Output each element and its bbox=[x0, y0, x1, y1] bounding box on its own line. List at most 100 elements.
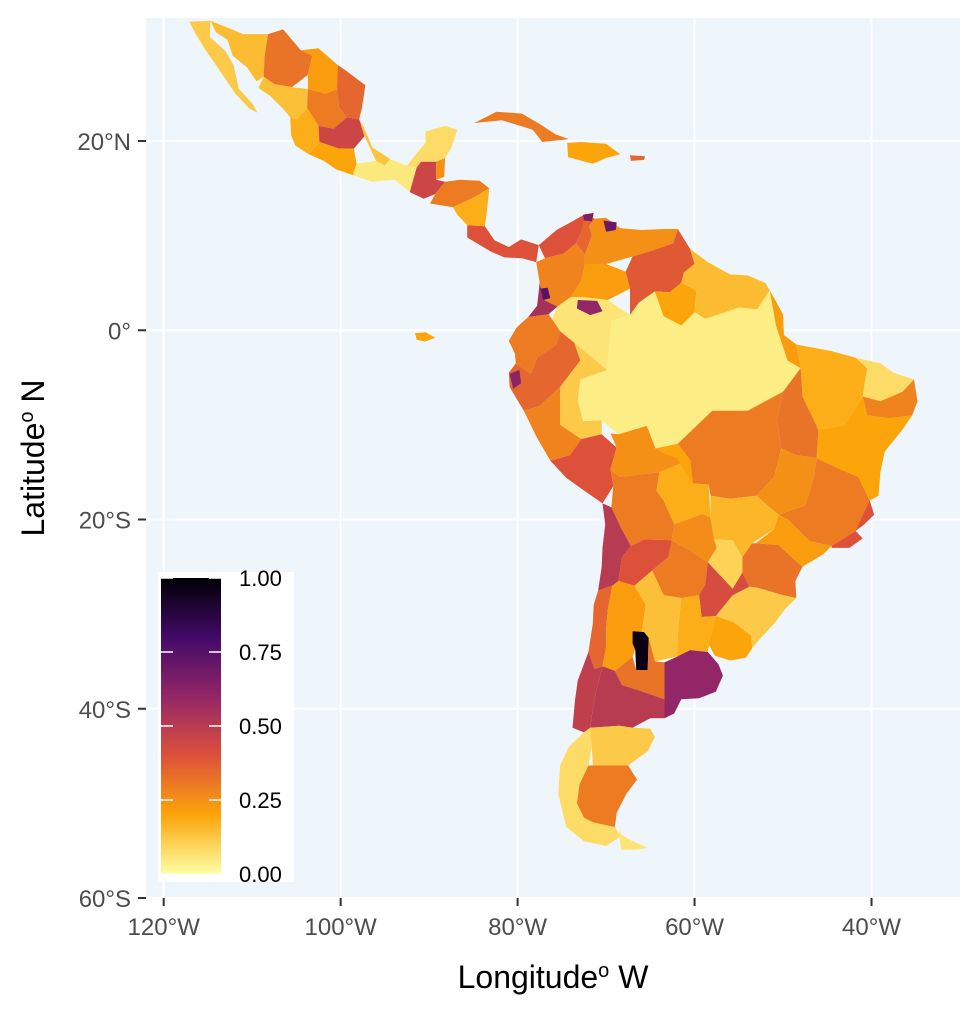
colorbar-tick-label: 0.50 bbox=[239, 714, 282, 739]
map-region: Oaxaca Chiapas bbox=[353, 159, 417, 193]
map-region: Veracruz bbox=[359, 119, 391, 166]
map-region: Chile Norte bbox=[598, 503, 631, 591]
map-region: Chile Patagonia bbox=[558, 727, 621, 846]
map-region: Maranhao Piaui bbox=[796, 344, 868, 430]
map-region: Sonora bbox=[210, 20, 269, 82]
colorbar-tick-label: 0.25 bbox=[239, 788, 282, 813]
map-region: Goias bbox=[756, 448, 817, 515]
map-region: Nicaragua bbox=[453, 188, 490, 227]
map-region: Yucatan bbox=[407, 125, 458, 168]
colorbar-ticks: 0.00 0.25 0.50 0.75 1.00 bbox=[161, 566, 282, 887]
map-region: Galapagos bbox=[415, 332, 436, 342]
colorbar-tick-label: 1.00 bbox=[239, 566, 282, 591]
map-region: Guyanas bbox=[681, 248, 770, 319]
map-region: Bahia bbox=[816, 396, 913, 501]
x-tick-label: 100°W bbox=[305, 914, 378, 941]
map-region: Jalisco Nayarit bbox=[290, 107, 320, 155]
colorbar-tick-label: 0.75 bbox=[239, 640, 282, 665]
map-region: Mato Grosso bbox=[677, 391, 783, 499]
x-axis: 120°W 100°W 80°W 60°W 40°W bbox=[128, 898, 901, 941]
map-region: La Pampa bbox=[614, 637, 665, 700]
y-tick-label: 0° bbox=[108, 318, 131, 345]
map-region: Ceara RN bbox=[855, 357, 914, 402]
x-tick-label: 120°W bbox=[128, 914, 201, 941]
map-region: Peru Sur bbox=[550, 434, 617, 504]
map-region: Brasil Amazonas bbox=[577, 282, 801, 449]
map-region: Cauca dark bbox=[540, 287, 551, 300]
map-region: Roraima bbox=[654, 282, 697, 326]
map-region: Argentina Chaco bbox=[652, 540, 708, 598]
map-region: Rio Grande do Sul bbox=[715, 586, 797, 649]
map-region: Minas Gerais bbox=[778, 458, 870, 546]
map-region: Guajira tip bbox=[583, 212, 594, 222]
y-tick-label: 20°S bbox=[79, 508, 131, 535]
colorbar-tick-label: 0.00 bbox=[239, 862, 282, 887]
map-region: Cuba bbox=[474, 111, 569, 142]
map-region: Amapa Para Leste bbox=[769, 290, 801, 369]
map-region: Santa Cruz bbox=[576, 765, 638, 827]
map-region: Peru Amazonia bbox=[560, 342, 607, 440]
map-region: Ecuador bbox=[508, 314, 561, 374]
x-axis-title: Longitudeo W bbox=[458, 959, 650, 995]
map-region: Paraiba Pernambuco bbox=[862, 379, 918, 419]
map-region: Michoacan Guerrero bbox=[308, 142, 357, 176]
map-region: Rondonia bbox=[655, 443, 693, 484]
map-region: Misiones Corrientes bbox=[699, 562, 750, 617]
x-tick-label: 80°W bbox=[488, 914, 547, 941]
map-region: Bajio bbox=[318, 117, 365, 149]
x-tick-label: 40°W bbox=[842, 914, 901, 941]
map-region: Peru Norte bbox=[508, 331, 581, 411]
map-region: Venezuela Bolivar bbox=[625, 229, 695, 316]
map-region: Piura dark bbox=[509, 370, 522, 389]
colorbar-legend: 0.00 0.25 0.50 0.75 1.00 bbox=[158, 566, 294, 887]
map-region: Chile Centro bbox=[588, 585, 613, 669]
map-region: Parana SC bbox=[742, 543, 803, 598]
map-region: Venezuela Andes bbox=[576, 213, 595, 255]
map-region: Chihuahua bbox=[263, 29, 313, 88]
regions: Baja CaliforniaSonoraChihuahuaCoahuilaTa… bbox=[189, 20, 918, 850]
map-region: Guaviare bbox=[576, 300, 603, 316]
map-region: Tamaulipas y NL bbox=[337, 65, 366, 120]
map-region: Bolivia Norte bbox=[610, 425, 691, 477]
map-region: Peru Centro bbox=[523, 387, 582, 461]
map-region: Lara Falcon bbox=[603, 220, 617, 232]
map-region: Argentina NOA bbox=[618, 539, 675, 586]
y-axis-title: Latitudeo N bbox=[15, 380, 51, 537]
map-region: Colombia Caribe bbox=[538, 213, 595, 259]
map-region: Colombia Orinoquia bbox=[570, 264, 630, 300]
map-region: Espirito Santo RJ bbox=[831, 500, 875, 548]
y-axis: 20°N 0° 20°S 40°S 60°S bbox=[77, 129, 146, 913]
map-region: Mato Grosso do Sul bbox=[710, 495, 779, 558]
map-region: Baja California bbox=[189, 20, 258, 113]
map-region: Honduras El Salvador bbox=[430, 179, 490, 208]
y-tick-label: 60°S bbox=[79, 886, 131, 913]
map-region: Belize bbox=[436, 158, 446, 180]
map-region: Bolivia Oriente bbox=[656, 459, 711, 525]
map-region: Colombia Amazonia bbox=[548, 297, 630, 370]
map-region: San Luis Black bbox=[632, 631, 649, 670]
map-region: Bolivia Altiplano bbox=[610, 469, 675, 546]
map-region: Colombia Pacifico bbox=[528, 282, 558, 317]
map-region: Tocantins bbox=[776, 368, 819, 458]
map-region: Chile Sur bbox=[572, 652, 603, 733]
map-region: Chubut bbox=[590, 725, 655, 766]
map-region: Uruguay bbox=[708, 616, 753, 661]
y-tick-label: 40°S bbox=[79, 697, 131, 724]
map-region: Puerto Rico bbox=[630, 155, 645, 161]
y-tick-label: 20°N bbox=[77, 129, 131, 156]
map-region: Sinaloa Durango bbox=[258, 76, 308, 120]
map-region: Costa Rica Panama bbox=[467, 225, 539, 263]
map-region: Santa Fe Entre Rios bbox=[676, 595, 716, 657]
map-region: Centro Norte bbox=[307, 89, 347, 129]
map-region: Buenos Aires bbox=[664, 650, 723, 719]
map-region: Tierra del Fuego bbox=[618, 828, 648, 850]
map-region: Neuquen Rio Negro bbox=[590, 666, 665, 728]
x-tick-label: 60°W bbox=[665, 914, 724, 941]
map-region: Hispaniola bbox=[567, 142, 621, 164]
map-region: Guatemala bbox=[409, 161, 446, 199]
map-region: Coahuila bbox=[300, 48, 346, 94]
map-region: Paraguay Chaco bbox=[671, 513, 717, 563]
map-region: Paraguay Oriental bbox=[707, 539, 743, 589]
map-region: Sao Paulo bbox=[755, 514, 832, 567]
